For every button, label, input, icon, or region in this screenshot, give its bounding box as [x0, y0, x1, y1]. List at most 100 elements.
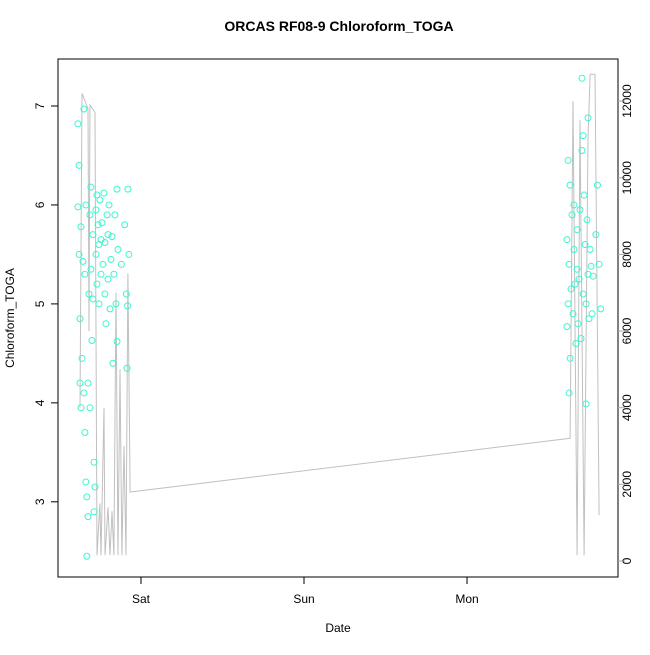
point [593, 181, 601, 189]
point [81, 429, 89, 437]
point [80, 105, 88, 113]
point [564, 156, 572, 164]
point [111, 211, 119, 219]
point [106, 305, 114, 313]
point [574, 320, 582, 328]
point [74, 120, 82, 128]
point [104, 231, 112, 239]
point [97, 270, 105, 278]
point [81, 270, 89, 278]
point [563, 236, 571, 244]
point [100, 189, 108, 197]
point [113, 338, 121, 346]
point [568, 211, 576, 219]
y-tick-label: 4 [33, 399, 47, 406]
point [76, 315, 84, 323]
point [566, 354, 574, 362]
point [86, 404, 94, 412]
point [578, 147, 586, 155]
point [573, 226, 581, 234]
point [124, 302, 132, 310]
point [586, 245, 594, 253]
point [583, 216, 591, 224]
point [580, 191, 588, 199]
x-axis-label: Date [325, 621, 351, 635]
point [567, 285, 575, 293]
point [579, 290, 587, 298]
point [77, 223, 85, 231]
point [87, 183, 95, 191]
point [589, 272, 597, 280]
point [572, 339, 580, 347]
point [96, 196, 104, 204]
point [125, 250, 133, 258]
point [113, 185, 121, 193]
y2-tick-label: 8000 [620, 241, 634, 268]
point [93, 280, 101, 288]
point [573, 265, 581, 273]
point [99, 260, 107, 268]
point [570, 201, 578, 209]
point [83, 552, 91, 560]
point [110, 270, 118, 278]
chart-title: ORCAS RF08-9 Chloroform_TOGA [224, 18, 453, 34]
point [577, 335, 585, 343]
point [582, 300, 590, 308]
point [582, 400, 590, 408]
plot-box [57, 58, 619, 578]
point [587, 262, 595, 270]
x-tick-label: Sun [293, 592, 314, 606]
point [123, 364, 131, 372]
point [563, 323, 571, 331]
point [576, 206, 584, 214]
point [102, 320, 110, 328]
point [89, 295, 97, 303]
point [95, 300, 103, 308]
point [566, 181, 574, 189]
point [88, 337, 96, 345]
point [101, 239, 109, 247]
point [122, 290, 130, 298]
point [578, 74, 586, 82]
point [104, 275, 112, 283]
y2-tick-label: 12000 [620, 84, 634, 118]
point [86, 211, 94, 219]
y2-tick-label: 2000 [620, 471, 634, 498]
point [112, 300, 120, 308]
point [94, 221, 102, 229]
y-tick-label: 3 [33, 498, 47, 505]
point [82, 201, 90, 209]
point [588, 310, 596, 318]
point [108, 233, 116, 241]
point [91, 483, 99, 491]
point [117, 260, 125, 268]
point [114, 245, 122, 253]
point [85, 290, 93, 298]
point [564, 300, 572, 308]
point [84, 379, 92, 387]
x-tick-label: Mon [455, 592, 478, 606]
point [597, 305, 605, 313]
y-axis-label: Chloroform_TOGA [3, 268, 17, 368]
point [121, 221, 129, 229]
point [98, 219, 106, 227]
point [80, 389, 88, 397]
point [90, 508, 98, 516]
point [78, 354, 86, 362]
point [93, 191, 101, 199]
point [103, 211, 111, 219]
y2-tick-label: 0 [620, 557, 634, 564]
point [575, 275, 583, 283]
point [565, 260, 573, 268]
y2-tick-label: 4000 [620, 394, 634, 421]
x-tick-label: Sat [132, 592, 151, 606]
point [581, 241, 589, 249]
point [105, 201, 113, 209]
point [89, 231, 97, 239]
point [90, 458, 98, 466]
point [595, 260, 603, 268]
point [592, 231, 600, 239]
point [74, 203, 82, 211]
y2-tick-label: 6000 [620, 317, 634, 344]
